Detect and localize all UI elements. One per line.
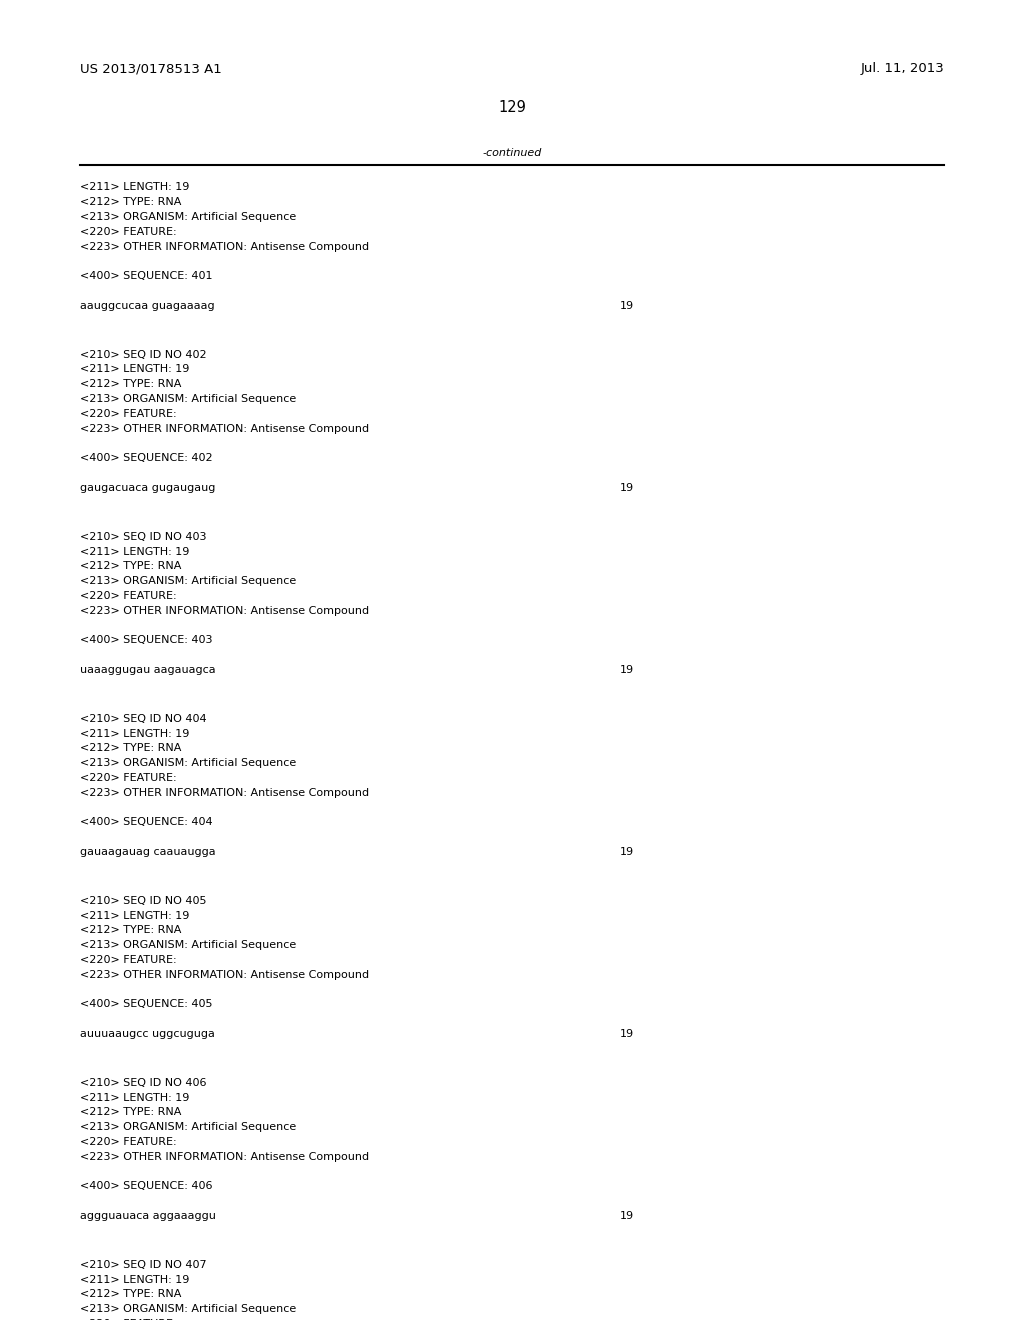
Text: 19: 19 bbox=[620, 301, 634, 310]
Text: <210> SEQ ID NO 405: <210> SEQ ID NO 405 bbox=[80, 896, 207, 906]
Text: <220> FEATURE:: <220> FEATURE: bbox=[80, 227, 176, 236]
Text: uaaaggugau aagauagca: uaaaggugau aagauagca bbox=[80, 665, 216, 675]
Text: <220> FEATURE:: <220> FEATURE: bbox=[80, 774, 176, 783]
Text: <220> FEATURE:: <220> FEATURE: bbox=[80, 409, 176, 418]
Text: <213> ORGANISM: Artificial Sequence: <213> ORGANISM: Artificial Sequence bbox=[80, 576, 296, 586]
Text: aauggcucaa guagaaaag: aauggcucaa guagaaaag bbox=[80, 301, 215, 310]
Text: <212> TYPE: RNA: <212> TYPE: RNA bbox=[80, 561, 181, 572]
Text: <400> SEQUENCE: 406: <400> SEQUENCE: 406 bbox=[80, 1181, 213, 1192]
Text: 19: 19 bbox=[620, 483, 634, 492]
Text: 19: 19 bbox=[620, 847, 634, 857]
Text: <211> LENGTH: 19: <211> LENGTH: 19 bbox=[80, 1093, 189, 1102]
Text: <213> ORGANISM: Artificial Sequence: <213> ORGANISM: Artificial Sequence bbox=[80, 758, 296, 768]
Text: <223> OTHER INFORMATION: Antisense Compound: <223> OTHER INFORMATION: Antisense Compo… bbox=[80, 242, 369, 252]
Text: <400> SEQUENCE: 404: <400> SEQUENCE: 404 bbox=[80, 817, 213, 828]
Text: gaugacuaca gugaugaug: gaugacuaca gugaugaug bbox=[80, 483, 215, 492]
Text: <211> LENGTH: 19: <211> LENGTH: 19 bbox=[80, 364, 189, 375]
Text: <400> SEQUENCE: 401: <400> SEQUENCE: 401 bbox=[80, 271, 213, 281]
Text: <213> ORGANISM: Artificial Sequence: <213> ORGANISM: Artificial Sequence bbox=[80, 1304, 296, 1315]
Text: <212> TYPE: RNA: <212> TYPE: RNA bbox=[80, 1290, 181, 1299]
Text: <213> ORGANISM: Artificial Sequence: <213> ORGANISM: Artificial Sequence bbox=[80, 213, 296, 222]
Text: <223> OTHER INFORMATION: Antisense Compound: <223> OTHER INFORMATION: Antisense Compo… bbox=[80, 1152, 369, 1162]
Text: 129: 129 bbox=[498, 100, 526, 115]
Text: Jul. 11, 2013: Jul. 11, 2013 bbox=[860, 62, 944, 75]
Text: <210> SEQ ID NO 403: <210> SEQ ID NO 403 bbox=[80, 532, 207, 541]
Text: <211> LENGTH: 19: <211> LENGTH: 19 bbox=[80, 911, 189, 920]
Text: <220> FEATURE:: <220> FEATURE: bbox=[80, 954, 176, 965]
Text: <220> FEATURE:: <220> FEATURE: bbox=[80, 1137, 176, 1147]
Text: <212> TYPE: RNA: <212> TYPE: RNA bbox=[80, 925, 181, 936]
Text: <223> OTHER INFORMATION: Antisense Compound: <223> OTHER INFORMATION: Antisense Compo… bbox=[80, 606, 369, 615]
Text: <211> LENGTH: 19: <211> LENGTH: 19 bbox=[80, 546, 189, 557]
Text: US 2013/0178513 A1: US 2013/0178513 A1 bbox=[80, 62, 222, 75]
Text: <212> TYPE: RNA: <212> TYPE: RNA bbox=[80, 379, 181, 389]
Text: 19: 19 bbox=[620, 665, 634, 675]
Text: <212> TYPE: RNA: <212> TYPE: RNA bbox=[80, 197, 181, 207]
Text: <220> FEATURE:: <220> FEATURE: bbox=[80, 591, 176, 601]
Text: gauaagauag caauaugga: gauaagauag caauaugga bbox=[80, 847, 216, 857]
Text: <210> SEQ ID NO 407: <210> SEQ ID NO 407 bbox=[80, 1259, 207, 1270]
Text: <213> ORGANISM: Artificial Sequence: <213> ORGANISM: Artificial Sequence bbox=[80, 1122, 296, 1133]
Text: <223> OTHER INFORMATION: Antisense Compound: <223> OTHER INFORMATION: Antisense Compo… bbox=[80, 970, 369, 979]
Text: <213> ORGANISM: Artificial Sequence: <213> ORGANISM: Artificial Sequence bbox=[80, 940, 296, 950]
Text: auuuaaugcc uggcuguga: auuuaaugcc uggcuguga bbox=[80, 1030, 215, 1039]
Text: <400> SEQUENCE: 402: <400> SEQUENCE: 402 bbox=[80, 453, 213, 463]
Text: <210> SEQ ID NO 402: <210> SEQ ID NO 402 bbox=[80, 350, 207, 359]
Text: 19: 19 bbox=[620, 1030, 634, 1039]
Text: <210> SEQ ID NO 406: <210> SEQ ID NO 406 bbox=[80, 1078, 207, 1088]
Text: 19: 19 bbox=[620, 1210, 634, 1221]
Text: <211> LENGTH: 19: <211> LENGTH: 19 bbox=[80, 182, 189, 193]
Text: <212> TYPE: RNA: <212> TYPE: RNA bbox=[80, 743, 181, 754]
Text: -continued: -continued bbox=[482, 148, 542, 158]
Text: <211> LENGTH: 19: <211> LENGTH: 19 bbox=[80, 1275, 189, 1284]
Text: <212> TYPE: RNA: <212> TYPE: RNA bbox=[80, 1107, 181, 1118]
Text: <223> OTHER INFORMATION: Antisense Compound: <223> OTHER INFORMATION: Antisense Compo… bbox=[80, 788, 369, 797]
Text: <223> OTHER INFORMATION: Antisense Compound: <223> OTHER INFORMATION: Antisense Compo… bbox=[80, 424, 369, 434]
Text: <210> SEQ ID NO 404: <210> SEQ ID NO 404 bbox=[80, 714, 207, 723]
Text: <400> SEQUENCE: 405: <400> SEQUENCE: 405 bbox=[80, 999, 213, 1010]
Text: <400> SEQUENCE: 403: <400> SEQUENCE: 403 bbox=[80, 635, 213, 645]
Text: <211> LENGTH: 19: <211> LENGTH: 19 bbox=[80, 729, 189, 739]
Text: aggguauaca aggaaaggu: aggguauaca aggaaaggu bbox=[80, 1210, 216, 1221]
Text: <213> ORGANISM: Artificial Sequence: <213> ORGANISM: Artificial Sequence bbox=[80, 395, 296, 404]
